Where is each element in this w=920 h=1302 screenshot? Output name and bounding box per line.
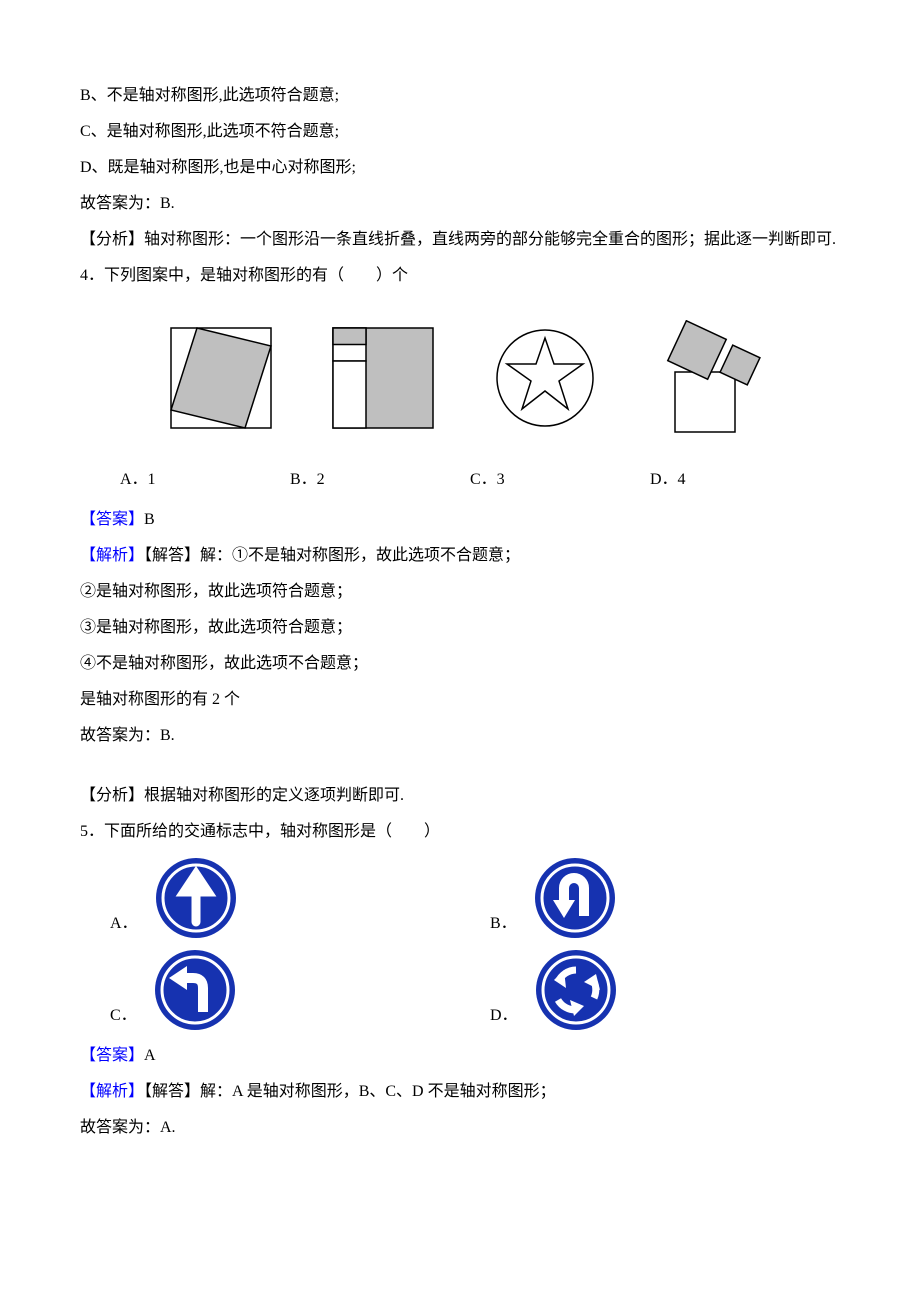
jieda-label: 【解答】 <box>144 1083 200 1100</box>
q5-col-c: C． <box>80 948 460 1032</box>
analysis-text: 轴对称图形：一个图形沿一条直线折叠，直线两旁的部分能够完全重合的图形；据此逐一判… <box>144 231 836 248</box>
sign-uturn-icon <box>533 856 617 940</box>
q4-analysis: 【分析】根据轴对称图形的定义逐项判断即可. <box>80 780 840 812</box>
prev-line-d: D、既是轴对称图形,也是中心对称图形; <box>80 152 840 184</box>
jiexi-label: 【解析】 <box>80 547 144 564</box>
q5-label-d: D． <box>490 1000 518 1032</box>
q4-opt-d: D．4 <box>650 464 686 496</box>
prev-analysis: 【分析】轴对称图形：一个图形沿一条直线折叠，直线两旁的部分能够完全重合的图形；据… <box>80 224 840 256</box>
q4-opt-b: B．2 <box>290 464 470 496</box>
q5-col-a: A． <box>80 856 460 940</box>
prev-conclusion: 故答案为：B. <box>80 188 840 220</box>
figure-2 <box>331 326 435 430</box>
figure-1 <box>169 326 273 430</box>
analysis-text: 根据轴对称图形的定义逐项判断即可. <box>144 787 404 804</box>
sign-straight-icon <box>154 856 238 940</box>
q4-stem-text: 下列图案中，是轴对称图形的有（ ）个 <box>104 267 408 284</box>
answer-label: 【答案】 <box>80 1047 144 1064</box>
analysis-label: 【分析】 <box>80 231 144 248</box>
q5-col-d: D． <box>460 948 840 1032</box>
q5-conclusion: 故答案为：A. <box>80 1112 840 1144</box>
q5-answer: 【答案】A <box>80 1040 840 1072</box>
jiexi-label: 【解析】 <box>80 1083 144 1100</box>
sign-turnleft-icon <box>153 948 237 1032</box>
figure-4 <box>655 320 771 436</box>
q5-explain: 【解析】【解答】解：A 是轴对称图形，B、C、D 不是轴对称图形； <box>80 1076 840 1108</box>
q5-stem: 5．下面所给的交通标志中，轴对称图形是（ ） <box>80 816 840 848</box>
q4-conclusion: 故答案为：B. <box>80 720 840 752</box>
q5-number: 5． <box>80 823 104 840</box>
answer-value: A <box>144 1047 156 1064</box>
q4-exp4: ④不是轴对称图形，故此选项不合题意； <box>80 648 840 680</box>
q4-options: A．1 B．2 C．3 D．4 <box>80 464 840 496</box>
q5-stem-text: 下面所给的交通标志中，轴对称图形是（ ） <box>104 823 440 840</box>
q4-opt-a: A．1 <box>120 464 290 496</box>
prev-line-c: C、是轴对称图形,此选项不符合题意; <box>80 116 840 148</box>
q5-label-c: C． <box>110 1000 137 1032</box>
q4-number: 4． <box>80 267 104 284</box>
q5-label-a: A． <box>110 908 138 940</box>
analysis-label: 【分析】 <box>80 787 144 804</box>
q4-stem: 4．下列图案中，是轴对称图形的有（ ）个 <box>80 260 840 292</box>
answer-label: 【答案】 <box>80 511 144 528</box>
q5-label-b: B． <box>490 908 517 940</box>
jieda-label: 【解答】 <box>144 547 200 564</box>
prev-line-b: B、不是轴对称图形,此选项符合题意; <box>80 80 840 112</box>
q4-opt-c: C．3 <box>470 464 650 496</box>
q5-row-cd: C． D． <box>80 948 840 1032</box>
jieda-prefix: 解： <box>200 547 232 564</box>
sign-roundabout-icon <box>534 948 618 1032</box>
q4-figures <box>140 320 800 436</box>
q4-answer: 【答案】B <box>80 504 840 536</box>
spacer <box>80 756 840 780</box>
q4-summary: 是轴对称图形的有 2 个 <box>80 684 840 716</box>
q4-exp3: ③是轴对称图形，故此选项符合题意； <box>80 612 840 644</box>
q5-col-b: B． <box>460 856 840 940</box>
q4-exp2: ②是轴对称图形，故此选项符合题意； <box>80 576 840 608</box>
jieda-text: 解：A 是轴对称图形，B、C、D 不是轴对称图形； <box>200 1083 556 1100</box>
figure-3 <box>493 326 597 430</box>
q4-exp1: ①不是轴对称图形，故此选项不合题意； <box>232 540 520 572</box>
q4-explain-1: 【解析】【解答】解：①不是轴对称图形，故此选项不合题意； <box>80 540 840 572</box>
q5-row-ab: A． B． <box>80 856 840 940</box>
answer-value: B <box>144 511 155 528</box>
